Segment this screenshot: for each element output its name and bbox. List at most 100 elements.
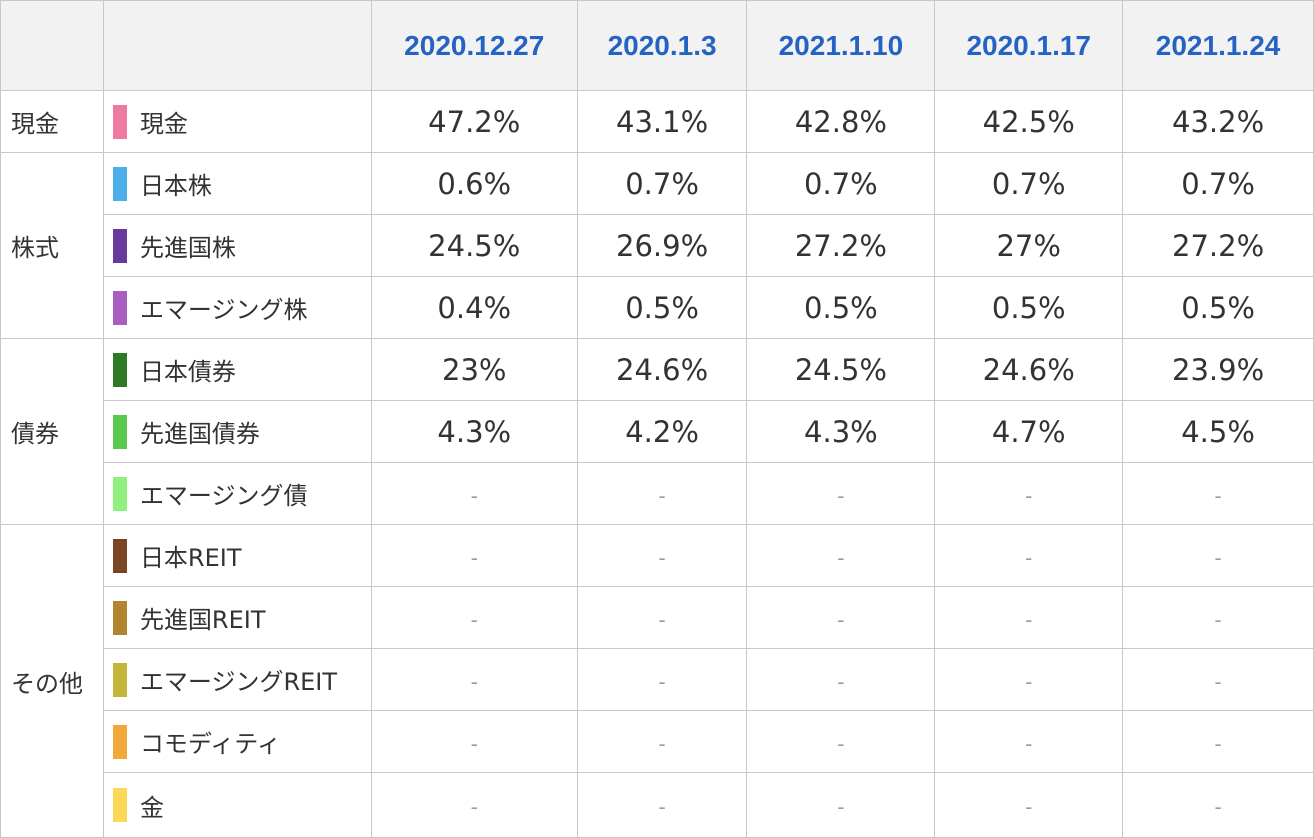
asset-cell: コモディティ (102, 710, 372, 773)
value-cell: - (370, 648, 578, 711)
asset-label: 日本債券 (139, 358, 236, 386)
value-cell: 43.1% (576, 90, 748, 153)
value-cell: - (370, 524, 578, 587)
color-swatch (112, 538, 127, 573)
value-cell: - (1122, 772, 1314, 838)
value-cell: 0.6% (370, 152, 578, 215)
value-cell: - (1122, 586, 1314, 649)
value-cell: 4.5% (1122, 400, 1314, 463)
color-swatch (112, 600, 127, 635)
value-cell: - (934, 648, 1124, 711)
header-group-cell (0, 0, 104, 91)
asset-label: エマージングREIT (139, 668, 338, 696)
value-cell: 4.2% (576, 400, 748, 463)
value-cell: 0.7% (934, 152, 1124, 215)
value-cell: - (576, 524, 748, 587)
table-row: 先進国REIT - - - - - (1, 586, 1314, 649)
asset-cell: 金 (102, 772, 372, 838)
table-row: 先進国株 24.5% 26.9% 27.2% 27% 27.2% (1, 214, 1314, 277)
asset-label: エマージング株 (139, 296, 308, 324)
value-cell: 0.5% (746, 276, 936, 339)
value-cell: 4.3% (370, 400, 578, 463)
color-swatch (112, 414, 127, 449)
value-cell: 0.7% (576, 152, 748, 215)
group-label: その他 (0, 524, 104, 838)
group-label: 現金 (0, 90, 104, 153)
column-header: 2021.1.24 (1122, 0, 1314, 91)
color-swatch (112, 662, 127, 697)
value-cell: - (746, 462, 936, 525)
value-cell: 24.5% (746, 338, 936, 401)
asset-cell: 日本債券 (102, 338, 372, 401)
table-row: コモディティ - - - - - (1, 710, 1314, 773)
asset-cell: 現金 (102, 90, 372, 153)
color-swatch (112, 352, 127, 387)
value-cell: - (1122, 524, 1314, 587)
asset-cell: エマージング債 (102, 462, 372, 525)
value-cell: 4.3% (746, 400, 936, 463)
value-cell: 42.8% (746, 90, 936, 153)
value-cell: - (746, 772, 936, 838)
value-cell: - (576, 586, 748, 649)
value-cell: - (576, 710, 748, 773)
table-row: その他 日本REIT - - - - - (0, 524, 1314, 838)
group-label: 株式 (0, 152, 104, 339)
asset-label: 先進国REIT (139, 606, 266, 634)
asset-cell: 日本株 (102, 152, 372, 215)
asset-label: 現金 (139, 110, 188, 138)
asset-label: 先進国株 (139, 234, 236, 262)
header-asset-cell (102, 0, 372, 91)
value-cell: - (576, 462, 748, 525)
asset-label: 日本REIT (139, 544, 242, 572)
value-cell: 0.5% (1122, 276, 1314, 339)
value-cell: 27.2% (746, 214, 936, 277)
value-cell: - (1122, 648, 1314, 711)
asset-cell: 先進国債券 (102, 400, 372, 463)
asset-label: 金 (139, 793, 164, 822)
column-header: 2020.1.17 (934, 0, 1124, 91)
value-cell: 0.7% (746, 152, 936, 215)
asset-cell: エマージングREIT (102, 648, 372, 711)
value-cell: - (746, 524, 936, 587)
value-cell: 0.4% (370, 276, 578, 339)
value-cell: - (746, 586, 936, 649)
asset-label: エマージング債 (139, 482, 308, 510)
table-row: 金----- (1, 772, 1314, 838)
color-swatch (112, 104, 127, 139)
value-cell: 47.2% (370, 90, 578, 153)
value-cell: 27% (934, 214, 1124, 277)
group-label: 債券 (0, 338, 104, 525)
column-header: 2020.12.27 (370, 0, 578, 91)
color-swatch (112, 290, 127, 325)
value-cell: - (370, 586, 578, 649)
asset-cell: エマージング株 (102, 276, 372, 339)
value-cell: 23% (370, 338, 578, 401)
column-header: 2020.1.3 (576, 0, 748, 91)
asset-cell: 先進国REIT (102, 586, 372, 649)
table-row: 債券 日本債券 23% 24.6% 24.5% 24.6% 23.9% (0, 338, 1314, 525)
value-cell: - (934, 772, 1124, 838)
table-row: エマージング債 - - - - - (1, 462, 1314, 525)
table-body: 現金 現金 47.2% 43.1% 42.8% 42.5% 43.2% 株式 日本株 0.6% 0.… (0, 90, 1314, 838)
value-cell: 0.5% (934, 276, 1124, 339)
value-cell: 24.6% (576, 338, 748, 401)
value-cell: - (746, 710, 936, 773)
table-row: 現金 現金 47.2% 43.1% 42.8% 42.5% 43.2% (0, 90, 1314, 153)
value-cell: 43.2% (1122, 90, 1314, 153)
value-cell: 23.9% (1122, 338, 1314, 401)
value-cell: - (370, 772, 578, 838)
value-cell: 42.5% (934, 90, 1124, 153)
value-cell: - (746, 648, 936, 711)
asset-cell: 日本REIT (102, 524, 372, 587)
asset-label: コモディティ (139, 730, 281, 758)
value-cell: - (1122, 710, 1314, 773)
value-cell: 4.7% (934, 400, 1124, 463)
value-cell: - (934, 462, 1124, 525)
value-cell: - (576, 772, 748, 838)
color-swatch (112, 724, 127, 759)
value-cell: - (934, 710, 1124, 773)
value-cell: 24.5% (370, 214, 578, 277)
table-row: エマージングREIT - - - - - (1, 648, 1314, 711)
header-row: 2020.12.27 2020.1.3 2021.1.10 2020.1.17 … (0, 0, 1314, 91)
